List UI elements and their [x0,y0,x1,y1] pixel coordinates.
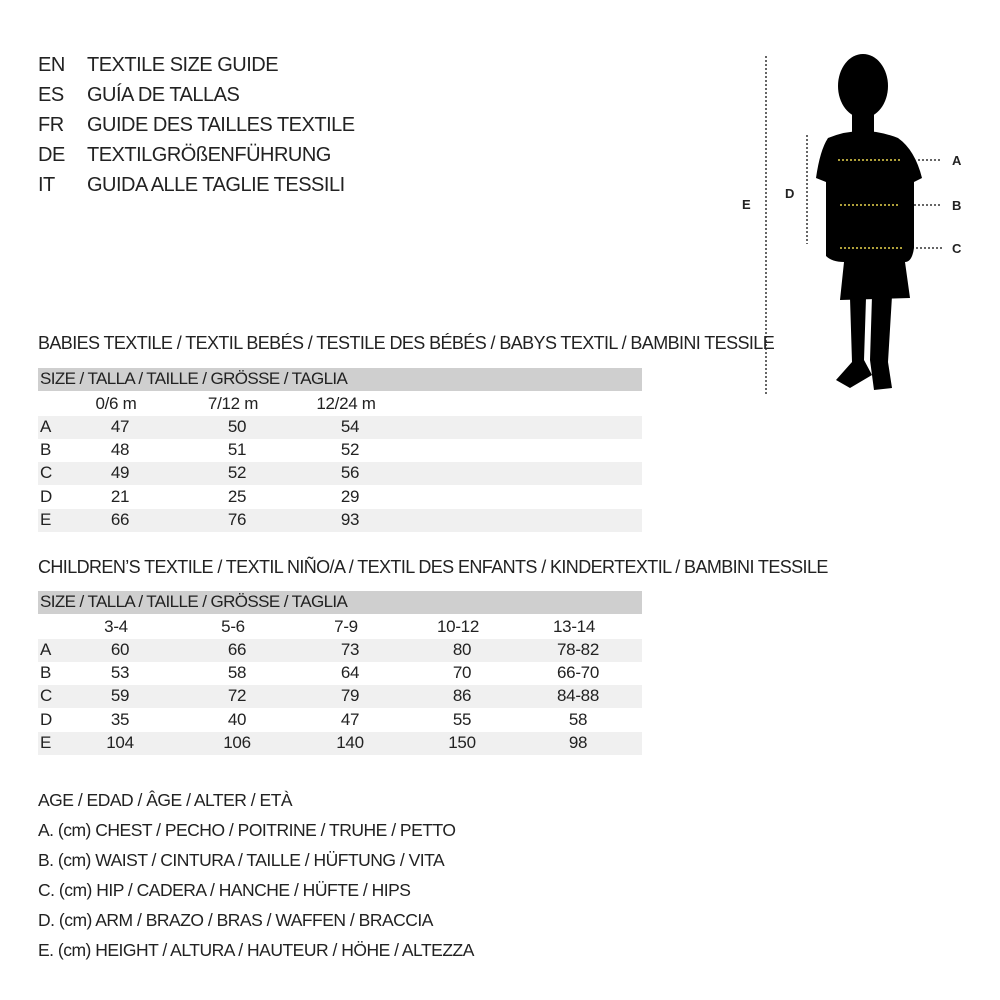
label-e: E [742,197,751,212]
table-header-band [38,591,642,614]
row-label: D [40,709,53,729]
table-cell: 52 [340,440,360,460]
table-row [38,639,642,662]
table-cell: 60 [110,640,130,659]
table-cell: 73 [340,640,360,659]
table-row [38,462,642,486]
children-title: CHILDREN’S TEXTILE / TEXTIL NIÑO/A / TEX… [38,557,828,577]
column-header: 7/12 m [207,394,259,413]
row-label: A [40,417,52,436]
table-cell: 58 [227,663,247,683]
table-header: SIZE / TALLA / TAILLE / GRÖSSE / TAGLIA [40,592,348,611]
legend-item: E. (cm) HEIGHT / ALTURA / HAUTEUR / HÖHE… [38,940,474,960]
language-code: ES [38,84,64,106]
title-text: GUÍA DE TALLAS [87,84,240,106]
row-label: B [40,440,52,460]
row-label: E [40,732,52,752]
table-cell: 53 [110,663,130,683]
table-cell: 59 [110,686,130,706]
table-cell: 66 [110,509,130,529]
table-cell: 79 [340,686,360,706]
table-cell: 40 [227,709,247,729]
column-header: 7-9 [334,617,358,636]
table-cell: 98 [568,732,588,752]
row-label: D [40,486,53,506]
table-cell: 51 [227,440,247,460]
legend-item: B. (cm) WAIST / CINTURA / TAILLE / HÜFTU… [38,850,445,870]
label-a: A [952,153,962,168]
label-d: D [785,186,794,201]
table-cell: 52 [227,463,247,483]
column-header: 12/24 m [316,394,376,413]
table-cell: 76 [227,509,247,529]
row-label: A [40,640,52,659]
table-cell: 35 [110,709,130,729]
table-cell: 64 [340,663,360,683]
table-cell: 50 [227,417,247,436]
table-header-band [38,368,642,391]
table-cell: 70 [452,663,472,683]
table-cell: 48 [110,440,130,460]
table-cell: 47 [340,709,360,729]
table-cell: 21 [110,486,130,506]
table-cell: 58 [568,709,588,729]
column-header: 10-12 [437,617,479,636]
column-header: 13-14 [553,617,595,636]
table-cell: 66 [227,640,247,659]
language-code: EN [38,54,65,76]
column-header: 3-4 [104,617,128,636]
table-cell: 140 [336,732,364,752]
table-cell: 86 [452,686,472,706]
column-header: 5-6 [221,617,245,636]
table-cell: 66-70 [557,663,599,683]
legend-item: AGE / EDAD / ÂGE / ALTER / ETÀ [38,790,293,810]
title-text: TEXTILE SIZE GUIDE [87,54,279,76]
table-header: SIZE / TALLA / TAILLE / GRÖSSE / TAGLIA [40,369,348,388]
table-cell: 80 [452,640,472,659]
row-label: E [40,509,52,529]
legend-item: D. (cm) ARM / BRAZO / BRAS / WAFFEN / BR… [38,910,433,930]
table-cell: 29 [340,486,360,506]
child-silhouette-figure: A B C D E [742,54,962,395]
language-code: IT [38,174,55,196]
legend-item: A. (cm) CHEST / PECHO / POITRINE / TRUHE… [38,820,456,840]
table-cell: 25 [227,486,247,506]
row-label: C [40,463,53,483]
silhouette-icon [816,54,922,390]
table-cell: 72 [227,686,247,706]
table-row [38,508,642,532]
table-cell: 78-82 [557,640,599,659]
language-code: FR [38,114,64,136]
table-cell: 47 [110,417,130,436]
table-cell: 54 [340,417,360,436]
column-header: 0/6 m [95,394,137,413]
title-text: GUIDE DES TAILLES TEXTILE [87,114,355,136]
table-cell: 49 [110,463,130,483]
table-cell: 93 [340,509,360,529]
table-cell: 55 [452,709,472,729]
table-cell: 56 [340,463,360,483]
row-label: C [40,686,53,706]
title-text: GUIDA ALLE TAGLIE TESSILI [87,174,345,196]
table-cell: 84-88 [557,686,599,706]
table-cell: 106 [223,732,251,752]
table-row [38,685,642,709]
table-row [38,416,642,439]
language-code: DE [38,144,65,166]
table-cell: 150 [448,732,476,752]
label-b: B [952,198,961,213]
babies-title: BABIES TEXTILE / TEXTIL BEBÉS / TESTILE … [38,333,775,353]
legend-item: C. (cm) HIP / CADERA / HANCHE / HÜFTE / … [38,880,411,900]
table-row [38,731,642,755]
row-label: B [40,663,52,683]
title-text: TEXTILGRÖßENFÜHRUNG [87,144,331,166]
table-cell: 104 [106,732,134,752]
label-c: C [952,241,962,256]
